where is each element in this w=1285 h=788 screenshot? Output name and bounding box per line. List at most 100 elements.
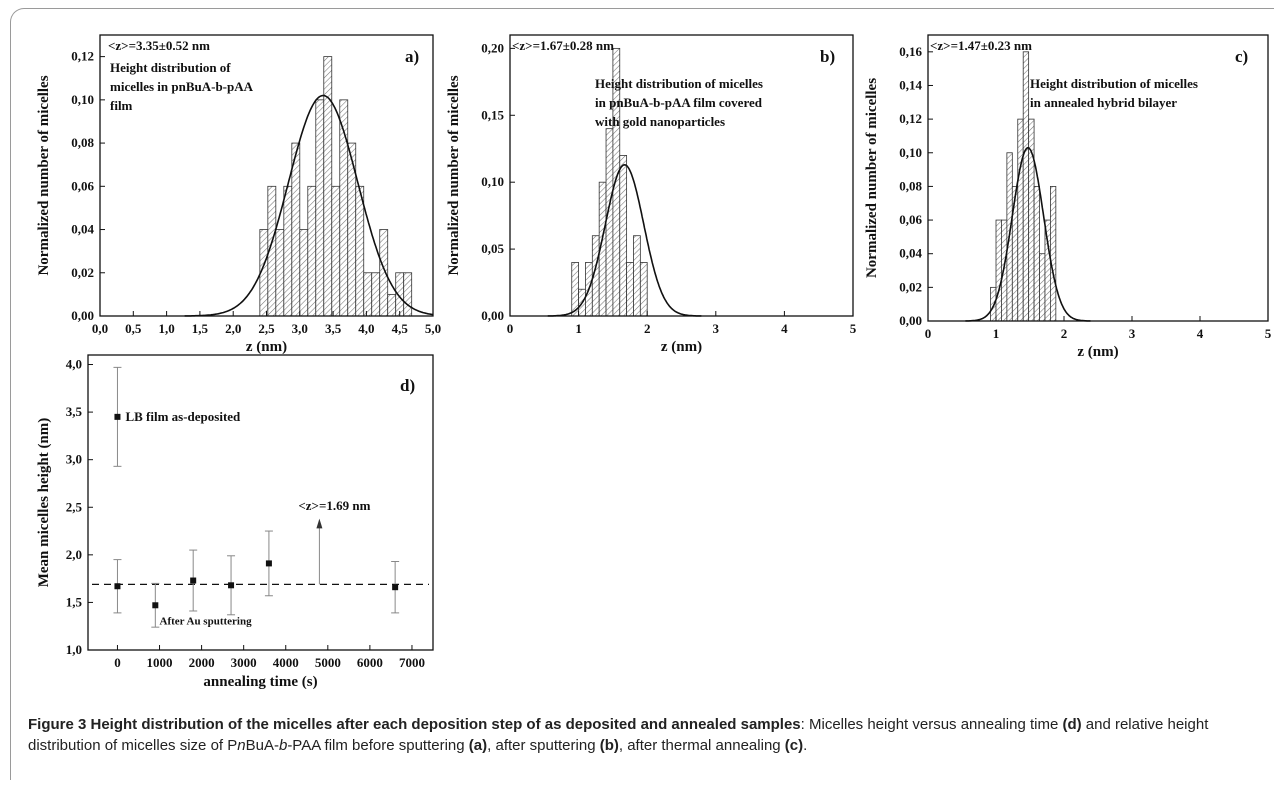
caption-fragment: -PAA film before sputtering — [287, 737, 469, 754]
histogram-bar — [315, 99, 325, 317]
y-tick-label: 0,04 — [899, 246, 922, 261]
x-tick-label: 1 — [993, 326, 1000, 341]
y-tick-label: 4,0 — [66, 357, 82, 372]
caption-fragment: (c) — [784, 737, 804, 754]
x-axis-label: z (nm) — [661, 339, 702, 355]
caption-body: : Micelles height versus annealing time … — [28, 716, 1208, 754]
caption-fragment: : Micelles height versus annealing time — [800, 716, 1063, 733]
x-axis-label: z (nm) — [1077, 344, 1118, 360]
x-tick-label: 2 — [644, 321, 651, 336]
caption-fragment: and relative height distribution of mice… — [28, 716, 1209, 754]
y-tick-label: 0,02 — [899, 279, 922, 294]
caption-fragment: (d) — [1062, 716, 1082, 733]
x-tick-label: 1 — [575, 321, 582, 336]
y-tick-label: 0,00 — [481, 308, 504, 323]
plot-frame — [927, 34, 1269, 322]
description-line: Height distribution of micelles — [595, 76, 763, 91]
histogram-bar — [633, 235, 641, 317]
caption-fragment: b — [278, 737, 288, 754]
caption-fragment: BuA- — [245, 737, 279, 754]
x-tick-label: 5,0 — [425, 321, 441, 336]
panel-label: a) — [405, 47, 419, 66]
x-tick-label: 1,5 — [192, 321, 209, 336]
data-point — [114, 413, 121, 420]
y-axis-label: Normalized number of micelles — [864, 78, 880, 278]
y-tick-label: 3,0 — [66, 452, 82, 467]
histogram-bar — [379, 229, 389, 317]
histogram-bar — [371, 272, 381, 317]
deposited-annotation: LB film as-deposited — [125, 409, 241, 424]
histogram-bar — [1050, 186, 1057, 322]
y-tick-label: 0,14 — [899, 77, 922, 92]
mean-annotation: <z>=3.35±0.52 nm — [108, 38, 210, 53]
x-tick-label: 3,5 — [325, 321, 342, 336]
x-tick-label: 2,5 — [258, 321, 275, 336]
y-tick-label: 0,08 — [899, 178, 922, 193]
histogram-bar — [995, 219, 1002, 322]
figure-frame — [10, 8, 1274, 780]
description-line: film — [110, 98, 133, 113]
data-point — [152, 602, 159, 609]
y-axis-label: Mean micelles height (nm) — [36, 418, 52, 588]
description-line: in annealed hybrid bilayer — [1030, 95, 1177, 110]
x-tick-label: 6000 — [357, 655, 383, 670]
x-tick-label: 0,5 — [125, 321, 142, 336]
y-tick-label: 0,06 — [899, 212, 922, 227]
y-tick-label: 1,5 — [66, 594, 83, 609]
histogram-bar — [283, 185, 293, 317]
histogram-bar — [1022, 51, 1030, 322]
caption-fragment: (b) — [599, 737, 619, 754]
x-tick-label: 2 — [1061, 326, 1068, 341]
caption-fragment: , after thermal annealing — [618, 737, 785, 754]
y-tick-label: 0,10 — [71, 92, 94, 107]
x-tick-label: 0,0 — [92, 321, 108, 336]
histogram-bar — [990, 286, 997, 322]
y-tick-label: 0,20 — [481, 40, 504, 55]
histogram-bar — [1033, 186, 1040, 322]
caption-fragment: . — [803, 737, 808, 754]
plot-frame — [509, 34, 854, 317]
data-point — [114, 583, 121, 590]
y-tick-label: 0,00 — [899, 313, 922, 328]
x-tick-label: 4 — [1197, 326, 1204, 341]
y-tick-label: 0,12 — [899, 111, 922, 126]
x-tick-label: 5 — [850, 321, 857, 336]
chart-a: 0,0 0,5 1,0 1,5 2,0 2,5 3,0 3,5 4,0 4,5 5,0 0,00 0,0… — [36, 34, 441, 355]
mean-annotation: <z>=1.69 nm — [298, 498, 370, 513]
y-tick-label: 1,0 — [66, 642, 82, 657]
panel-label: d) — [400, 376, 415, 395]
chart-d: 0 1000 2000 3000 4000 5000 6000 7000 1,0 1,5 2,0 2,… — [36, 354, 434, 690]
mean-annotation: <z>=1.67±0.28 nm — [512, 38, 614, 53]
y-tick-label: 0,08 — [71, 135, 94, 150]
x-tick-label: 7000 — [399, 655, 425, 670]
histogram-bar — [626, 262, 634, 317]
description-line: Height distribution of micelles — [1030, 76, 1198, 91]
figure-caption: Figure 3 Height distribution of the mice… — [28, 714, 1272, 756]
caption-fragment: , after sputtering — [487, 737, 600, 754]
x-axis-label: z (nm) — [246, 339, 287, 355]
x-tick-label: 4000 — [273, 655, 299, 670]
histogram-bar — [619, 155, 628, 317]
y-tick-label: 0,05 — [481, 241, 504, 256]
y-tick-label: 0,15 — [481, 107, 504, 122]
plot-frame — [87, 354, 434, 651]
histogram-bar — [1017, 118, 1024, 322]
histogram-bar — [291, 142, 301, 317]
data-point — [265, 560, 272, 567]
x-tick-label: 4 — [781, 321, 788, 336]
x-tick-label: 2000 — [189, 655, 215, 670]
histogram-bar — [605, 128, 614, 317]
y-tick-label: 0,02 — [71, 265, 94, 280]
y-tick-label: 0,16 — [899, 44, 922, 59]
histogram-bar — [299, 229, 309, 317]
x-tick-label: 4,5 — [392, 321, 409, 336]
y-tick-label: 0,06 — [71, 178, 94, 193]
y-tick-label: 3,5 — [66, 404, 83, 419]
x-axis-label: annealing time (s) — [203, 674, 317, 690]
caption-fragment: (a) — [468, 737, 488, 754]
x-tick-label: 3,0 — [292, 321, 308, 336]
x-tick-label: 0 — [507, 321, 514, 336]
histogram-bar — [639, 262, 648, 317]
histogram-bar — [307, 185, 317, 317]
x-tick-label: 0 — [114, 655, 121, 670]
